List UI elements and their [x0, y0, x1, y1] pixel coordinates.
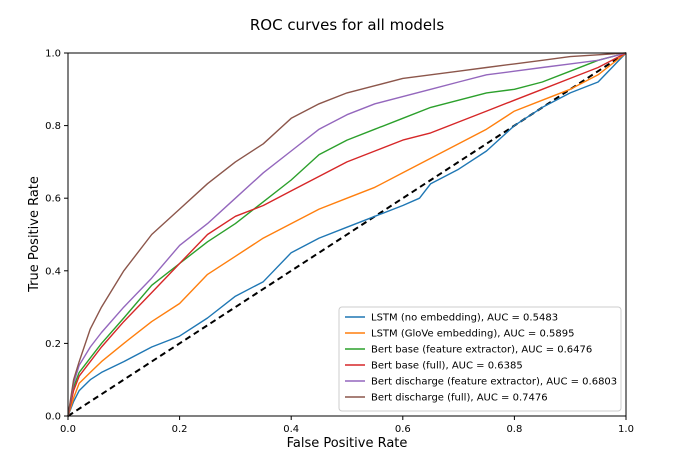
series-line-3 [67, 52, 627, 417]
legend: LSTM (no embedding), AUC = 0.5483 LSTM (G… [338, 306, 622, 412]
x-tick-label: 0.2 [172, 424, 188, 435]
series-line-2 [67, 52, 627, 417]
x-ticks: 0.0 0.2 0.4 0.6 0.8 1.0 [60, 416, 634, 435]
y-tick-label: 0.4 [45, 266, 61, 277]
x-tick-label: 0.4 [283, 424, 299, 435]
series-line-5 [67, 52, 627, 417]
y-tick-label: 0.0 [45, 412, 61, 423]
legend-entry: LSTM (no embedding), AUC = 0.5483 [371, 313, 558, 324]
chart-title: ROC curves for all models [250, 16, 444, 34]
series-line-1 [67, 52, 627, 417]
y-tick-label: 1.0 [45, 49, 61, 60]
series-layer [67, 52, 627, 417]
y-tick-label: 0.2 [45, 339, 61, 350]
y-axis-label: True Positive Rate [27, 176, 42, 293]
legend-box [338, 306, 622, 412]
series-line-6 [67, 52, 627, 417]
y-tick-label: 0.6 [45, 194, 61, 205]
legend-entry: Bert base (full), AUC = 0.6385 [371, 361, 523, 372]
series-line-4 [67, 52, 627, 417]
legend-entry: LSTM (GloVe embedding), AUC = 0.5895 [371, 329, 574, 340]
x-tick-label: 0.0 [60, 424, 76, 435]
legend-entry: Bert discharge (full), AUC = 0.7476 [371, 393, 548, 404]
x-axis-label: False Positive Rate [287, 436, 408, 451]
legend-entry: Bert base (feature extractor), AUC = 0.6… [371, 345, 592, 356]
x-tick-label: 0.8 [506, 424, 522, 435]
y-tick-label: 0.8 [45, 121, 61, 132]
x-tick-label: 0.6 [395, 424, 411, 435]
y-ticks: 0.0 0.2 0.4 0.6 0.8 1.0 [45, 49, 68, 423]
x-tick-label: 1.0 [618, 424, 634, 435]
plot-area [67, 52, 627, 417]
legend-entry: Bert discharge (feature extractor), AUC … [371, 377, 617, 388]
